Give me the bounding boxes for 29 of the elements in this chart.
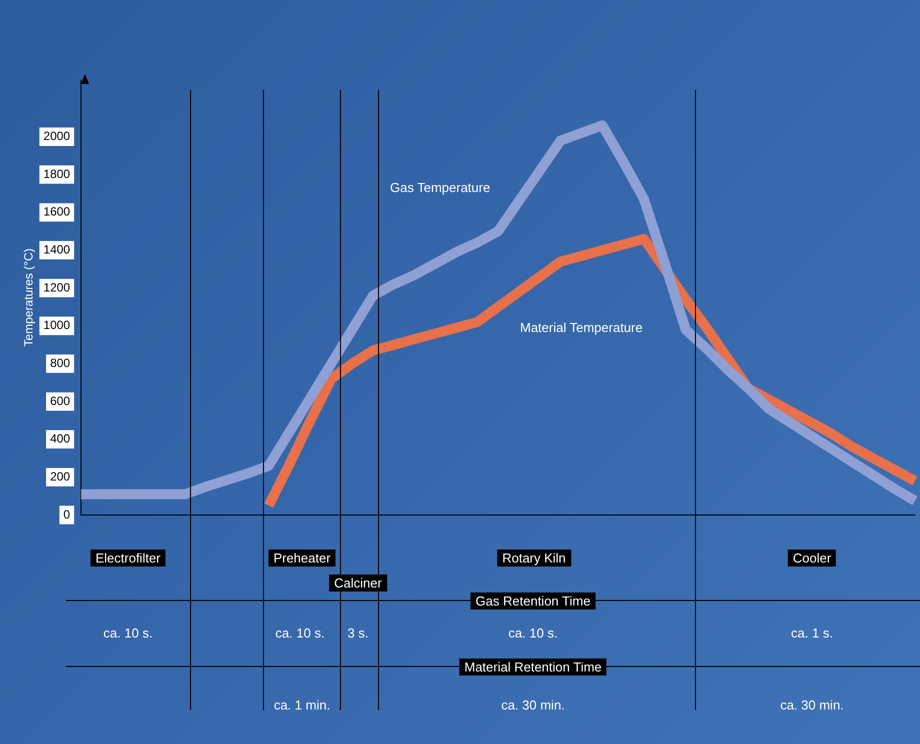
y-tick-label: 400 bbox=[50, 432, 70, 446]
y-tick-label: 1800 bbox=[43, 166, 70, 181]
text: Electrofilter bbox=[90, 550, 166, 566]
text: ca. 30 min. bbox=[500, 696, 566, 714]
text: 3 s. bbox=[346, 624, 370, 642]
text: Gas Temperature bbox=[390, 180, 490, 195]
text: ca. 10 s. bbox=[274, 624, 326, 642]
y-tick-label: 800 bbox=[50, 356, 70, 370]
y-tick-label: 1600 bbox=[43, 204, 70, 219]
y-tick-label: 1200 bbox=[43, 280, 70, 294]
y-tick-label: 0 bbox=[63, 507, 70, 522]
text: Cooler bbox=[788, 550, 836, 566]
text: ca. 1 min. bbox=[272, 696, 332, 714]
y-axis-title: Temperatures (°C) bbox=[22, 248, 36, 347]
text: ca. 30 min. bbox=[779, 696, 845, 714]
y-tick-label: 600 bbox=[50, 394, 70, 408]
y-tick-label: 2000 bbox=[43, 129, 70, 144]
series-label: Material Temperature bbox=[520, 320, 643, 335]
text: Preheater bbox=[268, 550, 336, 566]
text: Gas Retention Time bbox=[470, 592, 596, 610]
y-tick-label: 200 bbox=[50, 469, 70, 484]
text: ca. 1 s. bbox=[790, 624, 834, 642]
text: ca. 10 s. bbox=[507, 624, 559, 642]
text: Calciner bbox=[329, 574, 387, 592]
text: Rotary Kiln bbox=[497, 550, 571, 566]
text: Material Retention Time bbox=[459, 658, 607, 676]
y-tick-label: 1400 bbox=[43, 242, 70, 257]
y-tick-label: 1000 bbox=[43, 318, 70, 332]
text: ca. 10 s. bbox=[102, 624, 154, 642]
